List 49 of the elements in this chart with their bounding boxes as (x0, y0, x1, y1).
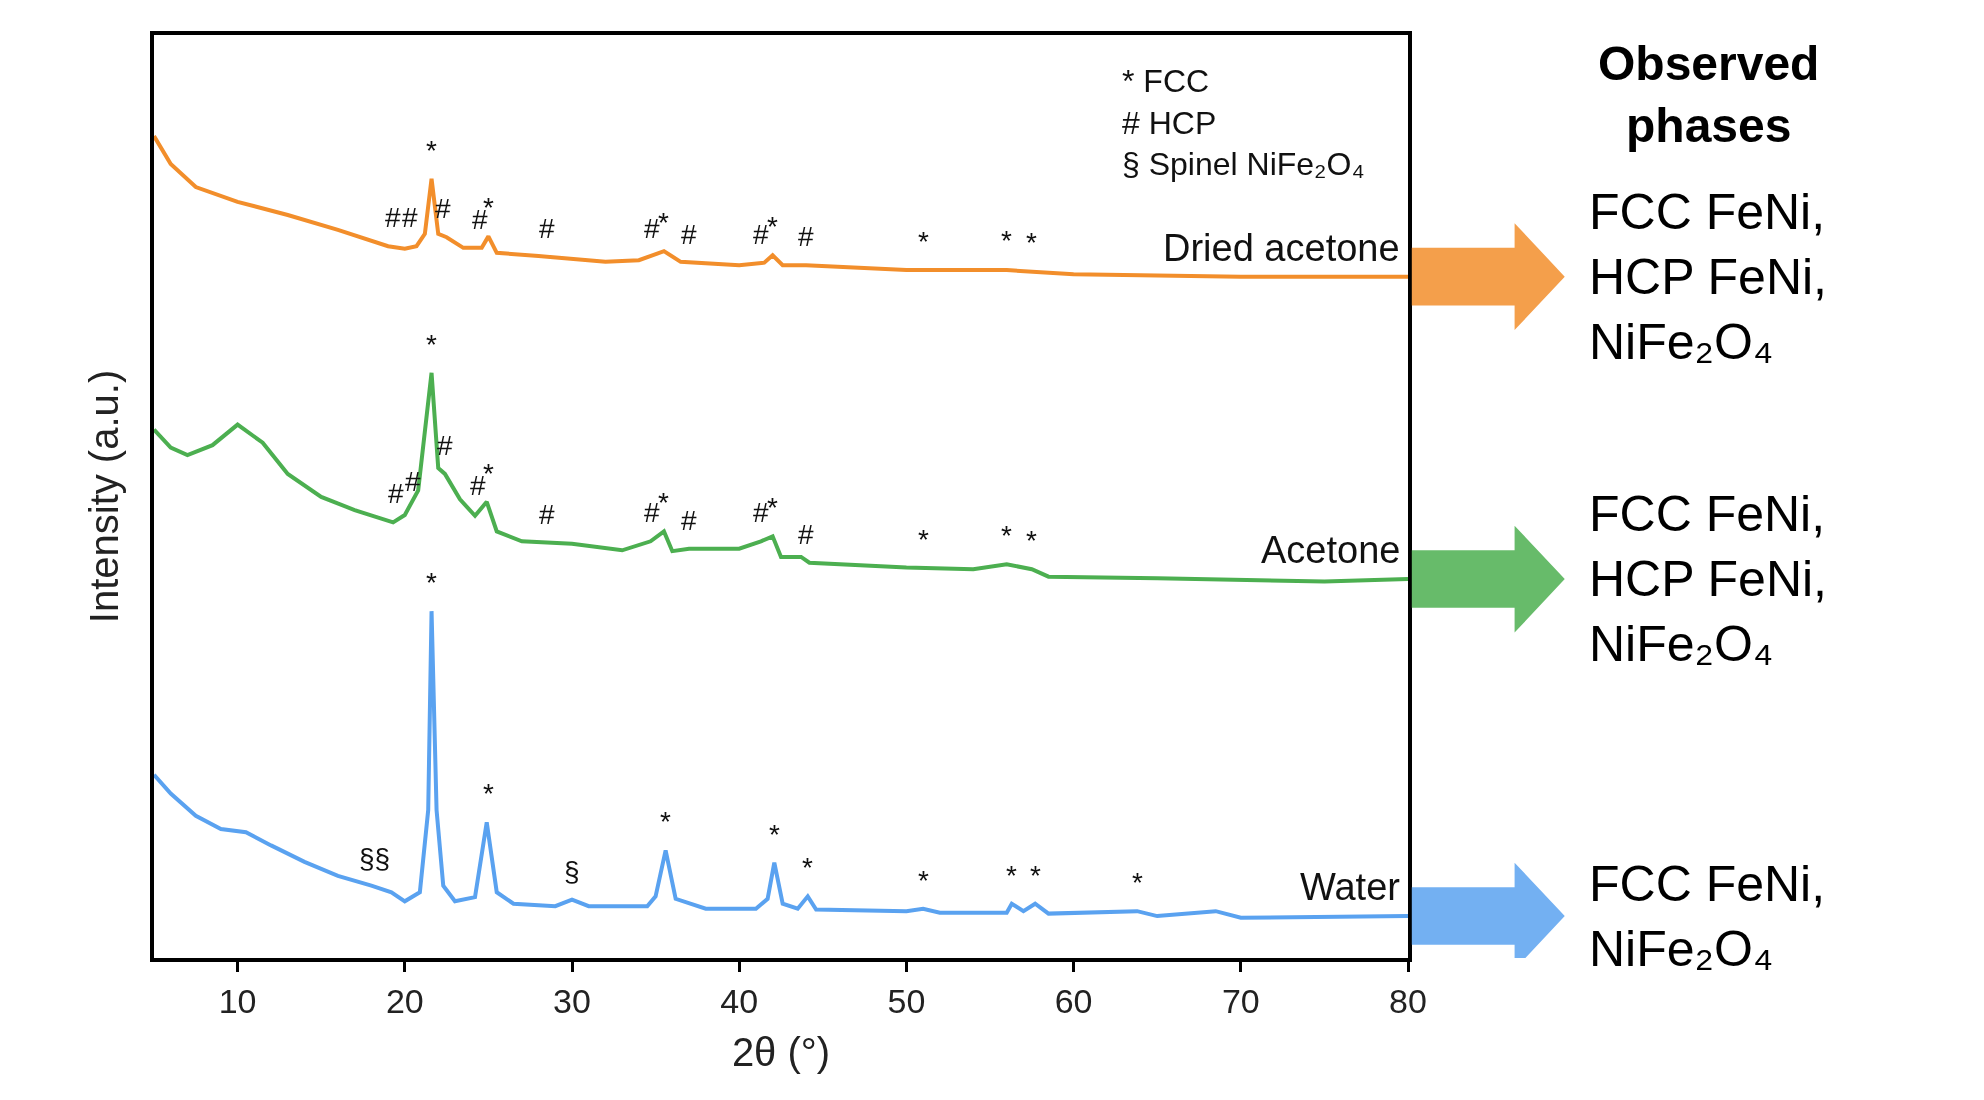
annotation: §§ (359, 843, 391, 874)
annotation: * (918, 865, 929, 896)
annotation: # (681, 219, 697, 250)
annotation: * (769, 819, 780, 850)
annotation: * (1132, 867, 1143, 898)
x-tick-label: 70 (1221, 981, 1260, 1020)
x-axis-title: 2θ (°) (731, 1029, 831, 1074)
annotation: § (564, 856, 580, 887)
annotation: # (539, 499, 555, 530)
x-tick-label: 50 (887, 981, 926, 1020)
annotation: # (681, 505, 697, 536)
text: * FCC (1122, 63, 1210, 99)
annotation: * (660, 806, 671, 837)
annotation: * (1006, 860, 1017, 891)
text: FCC FeNi, HCP FeNi, NiFe₂O₄ (1589, 486, 1828, 672)
y-axis-title: Intensity (a.u.) (82, 369, 126, 624)
annotation: # (402, 202, 418, 233)
annotation: § Spinel NiFe₂O₄ (1122, 146, 1365, 182)
x-tick-label: 80 (1389, 981, 1427, 1020)
text: FCC FeNi, HCP FeNi, NiFe₂O₄ (1589, 184, 1828, 370)
annotation: # HCP (1122, 105, 1217, 141)
annotation: * (483, 778, 494, 809)
annotation: * (1030, 860, 1041, 891)
annotation: * (426, 567, 437, 598)
x-tick-label: 60 (1054, 981, 1093, 1020)
series-label: Acetone (1261, 529, 1401, 571)
annotation: # (388, 478, 404, 509)
annotation: * (1001, 225, 1012, 256)
text: FCC FeNi, NiFe₂O₄ (1589, 856, 1826, 977)
x-tick-label: 10 (218, 981, 257, 1020)
annotation: # (798, 221, 814, 252)
annotation: * (802, 852, 813, 883)
series-label: Water (1300, 866, 1401, 908)
annotation: # (539, 213, 555, 244)
annotation: # (798, 519, 814, 550)
x-tick-label: 40 (720, 981, 759, 1020)
annotation: # (644, 497, 660, 528)
annotation: * (918, 226, 929, 257)
series-label: Dried acetone (1163, 227, 1400, 269)
annotation: # (385, 202, 401, 233)
x-tick-label: 20 (385, 981, 424, 1020)
annotation: * (426, 135, 437, 166)
annotation: * (1001, 520, 1012, 551)
annotation: * (1026, 227, 1037, 258)
x-tick-label: 30 (553, 981, 591, 1020)
text: Observed phases (1598, 37, 1820, 153)
annotation: * (918, 524, 929, 555)
annotation: * (1026, 525, 1037, 556)
annotation: * (426, 329, 437, 360)
